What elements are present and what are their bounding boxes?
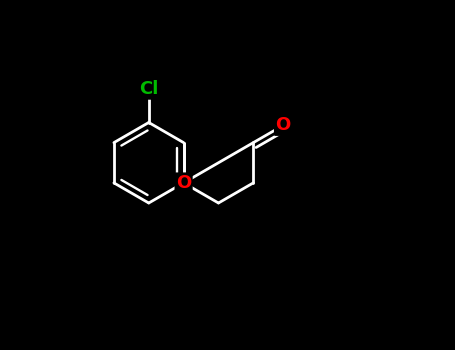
Text: O: O [176,174,191,192]
Text: O: O [275,117,291,134]
Text: Cl: Cl [139,80,158,98]
